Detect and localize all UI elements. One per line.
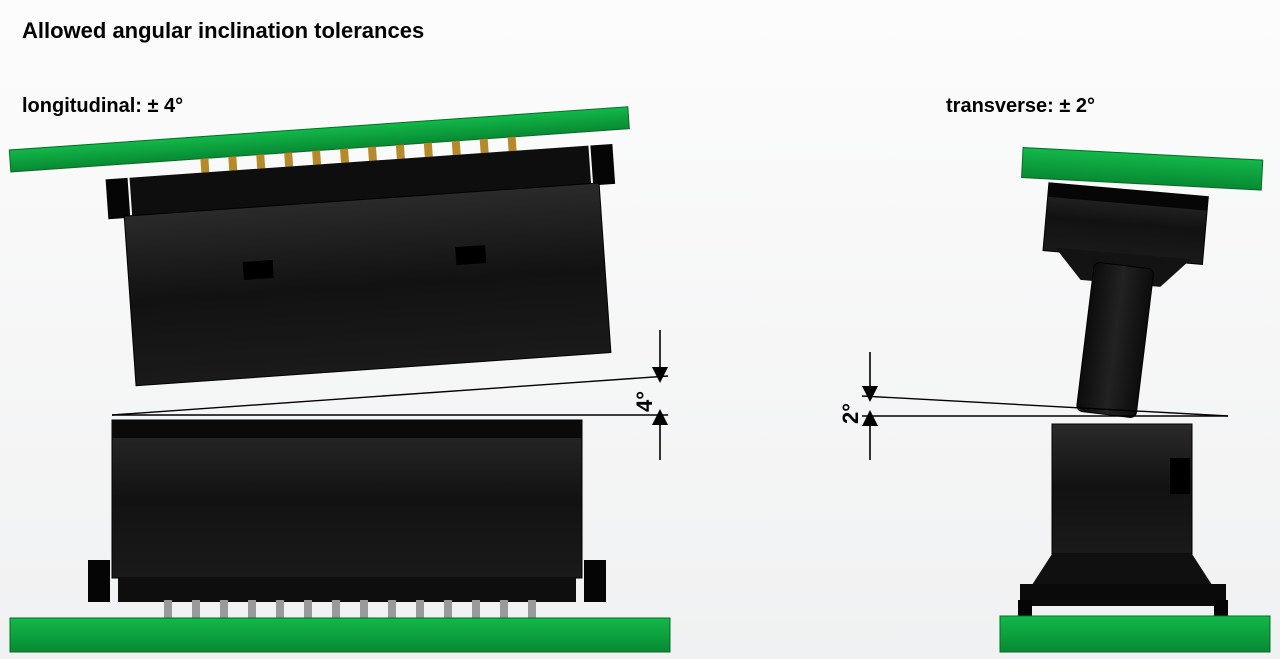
transverse-angle-value: 2° — [838, 403, 864, 424]
longitudinal-angle-value: 4° — [632, 391, 658, 412]
longitudinal-diagram — [0, 0, 1280, 659]
